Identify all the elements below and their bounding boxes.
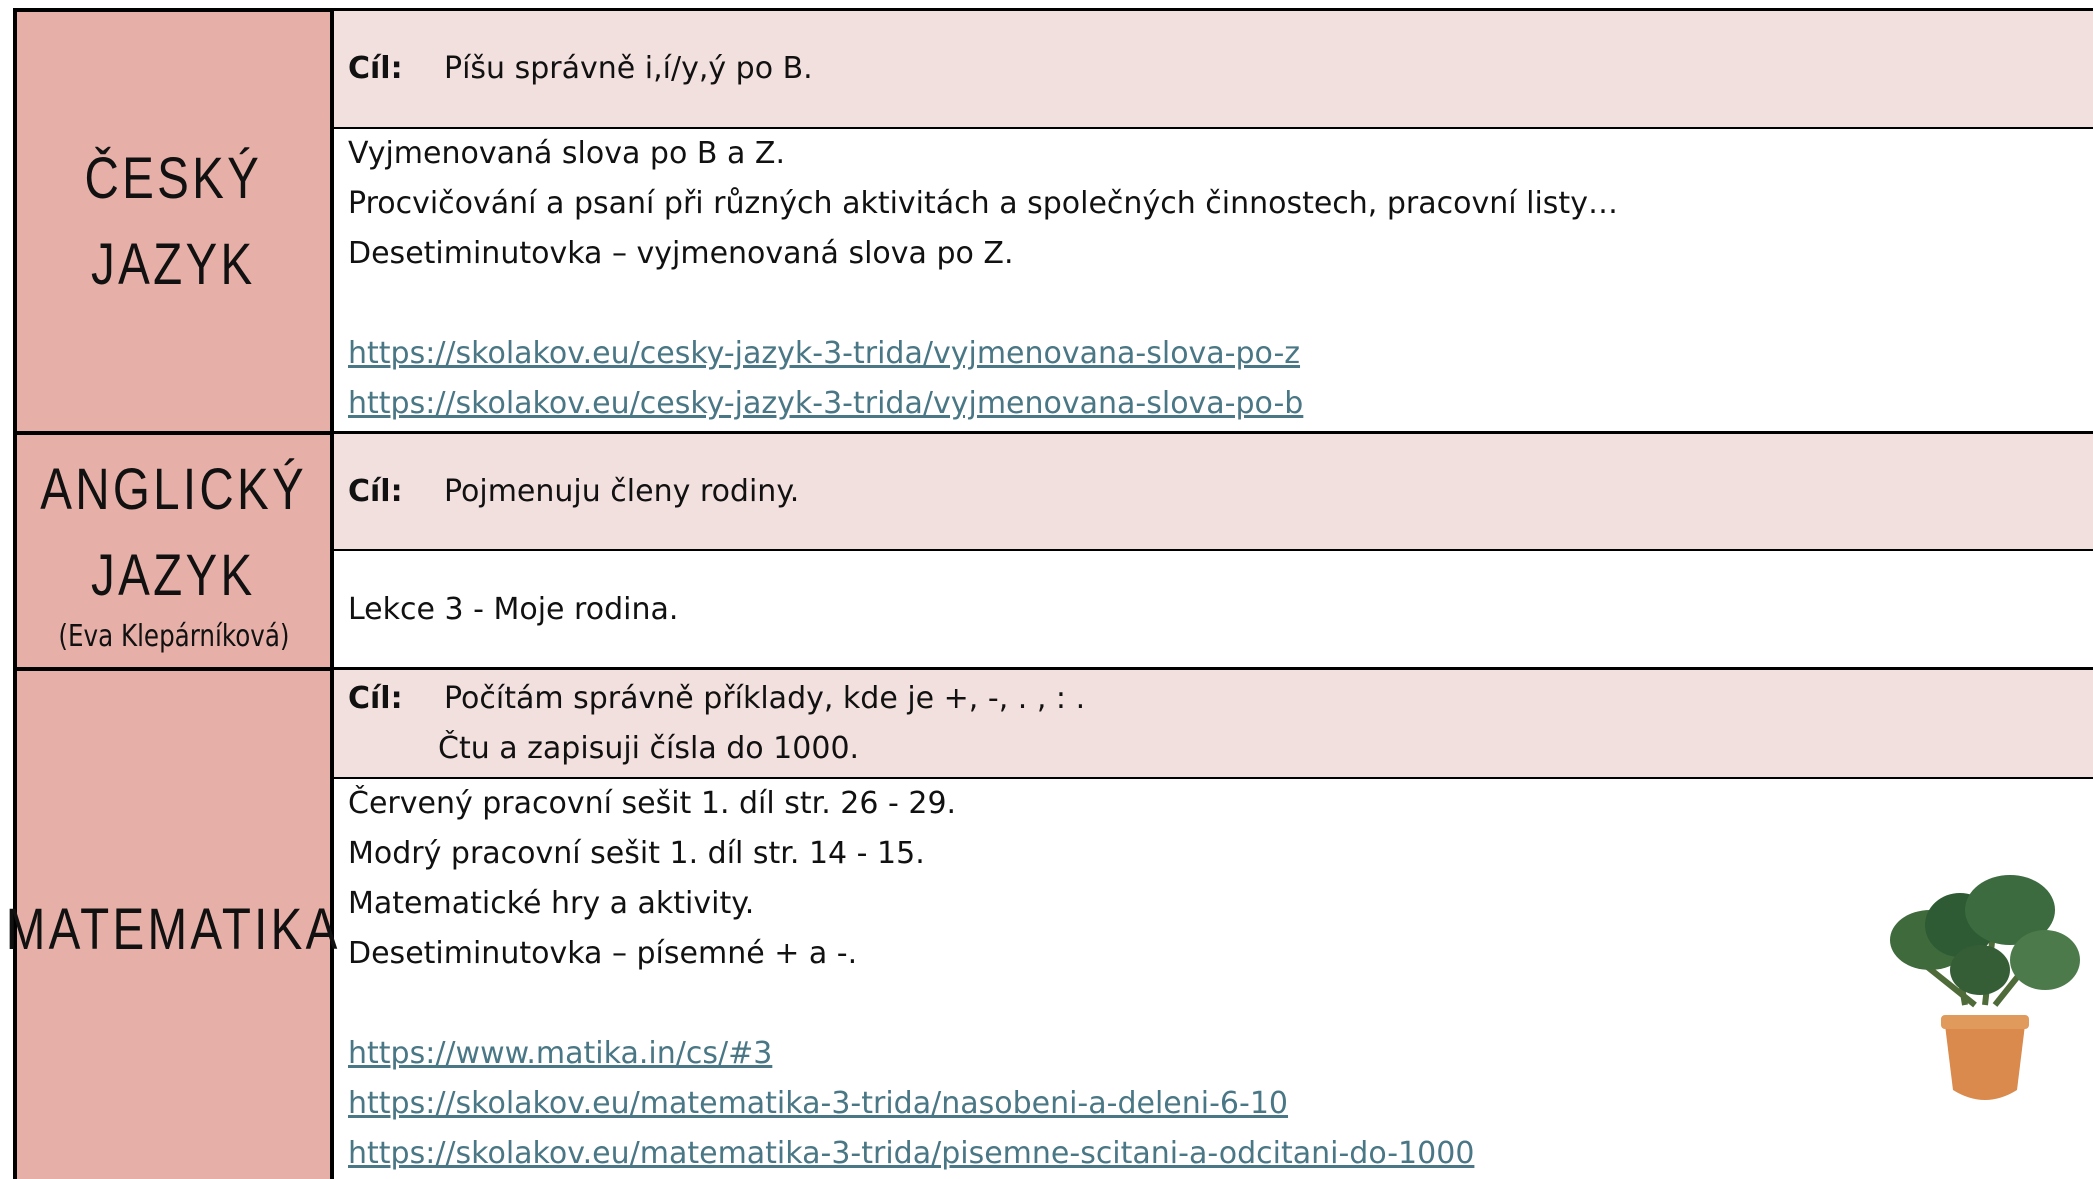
subject-cell: ANGLICKÝ JAZYK (Eva Klepárníková) [13, 431, 334, 667]
goal-text: Píšu správně i,í/y,ý po B. [444, 51, 813, 86]
goal-text: Počítám správně příklady, kde je +, -, .… [444, 680, 1086, 716]
link[interactable]: https://skolakov.eu/matematika-3-trida/p… [348, 1136, 1475, 1171]
subject-name: ANGLICKÝ [40, 457, 307, 522]
link[interactable]: https://skolakov.eu/cesky-jazyk-3-trida/… [348, 336, 1301, 371]
goal-line: Cíl: Pojmenuju členy rodiny. [334, 467, 2093, 517]
subject-name: MATEMATIKA [6, 897, 341, 962]
link[interactable]: https://skolakov.eu/cesky-jazyk-3-trida/… [348, 386, 1304, 421]
content-line: Modrý pracovní sešit 1. díl str. 14 - 15… [348, 836, 925, 871]
content-line: Procvičování a psaní při různých aktivit… [348, 186, 1618, 221]
spacer [334, 979, 2093, 1029]
goal-text: Čtu a zapisuji čísla do 1000. [438, 730, 860, 766]
content-line: Desetiminutovka – písemné + a -. [348, 936, 858, 971]
subject-name: JAZYK [91, 231, 256, 297]
goal-label: Cíl: [348, 51, 403, 86]
content-line: Vyjmenovaná slova po B a Z. [348, 136, 785, 171]
goal-row: Cíl: Počítám správně příklady, kde je +, … [334, 667, 2093, 777]
subject-name: JAZYK [91, 543, 256, 608]
content-line: Matematické hry a aktivity. [348, 886, 755, 921]
goal-text: Pojmenuju členy rodiny. [444, 473, 800, 509]
teacher-name: (Eva Klepárníková) [57, 619, 290, 654]
goal-row: Cíl: Píšu správně i,í/y,ý po B. [334, 8, 2093, 127]
goal-label: Cíl: [348, 680, 403, 716]
subject-cell: MATEMATIKA [6, 667, 338, 1179]
content-row: Lekce 3 - Moje rodina. [334, 549, 2093, 667]
subject-cell: ČESKÝ JAZYK [13, 8, 334, 431]
goal-line: Čtu a zapisuji čísla do 1000. [334, 724, 2093, 774]
goal-row: Cíl: Pojmenuju členy rodiny. [334, 431, 2093, 549]
link[interactable]: https://skolakov.eu/matematika-3-trida/n… [348, 1086, 1289, 1121]
goal-label: Cíl: [348, 473, 403, 509]
content-line: Desetiminutovka – vyjmenovaná slova po Z… [348, 236, 1014, 271]
link[interactable]: https://www.matika.in/cs/#3 [348, 1036, 773, 1071]
spacer [334, 279, 2093, 329]
content-row: Červený pracovní sešit 1. díl str. 26 - … [334, 777, 2093, 1179]
content-line: Červený pracovní sešit 1. díl str. 26 - … [348, 786, 957, 821]
goal-line: Cíl: Píšu správně i,í/y,ý po B. [334, 44, 2093, 94]
subject-name: ČESKÝ [84, 145, 263, 211]
plant-decoration [1890, 875, 2080, 1100]
content-line: Lekce 3 - Moje rodina. [348, 592, 679, 627]
goal-line: Cíl: Počítám správně příklady, kde je +, … [334, 674, 2093, 724]
content-row: Vyjmenovaná slova po B a Z. Procvičování … [334, 127, 2093, 431]
